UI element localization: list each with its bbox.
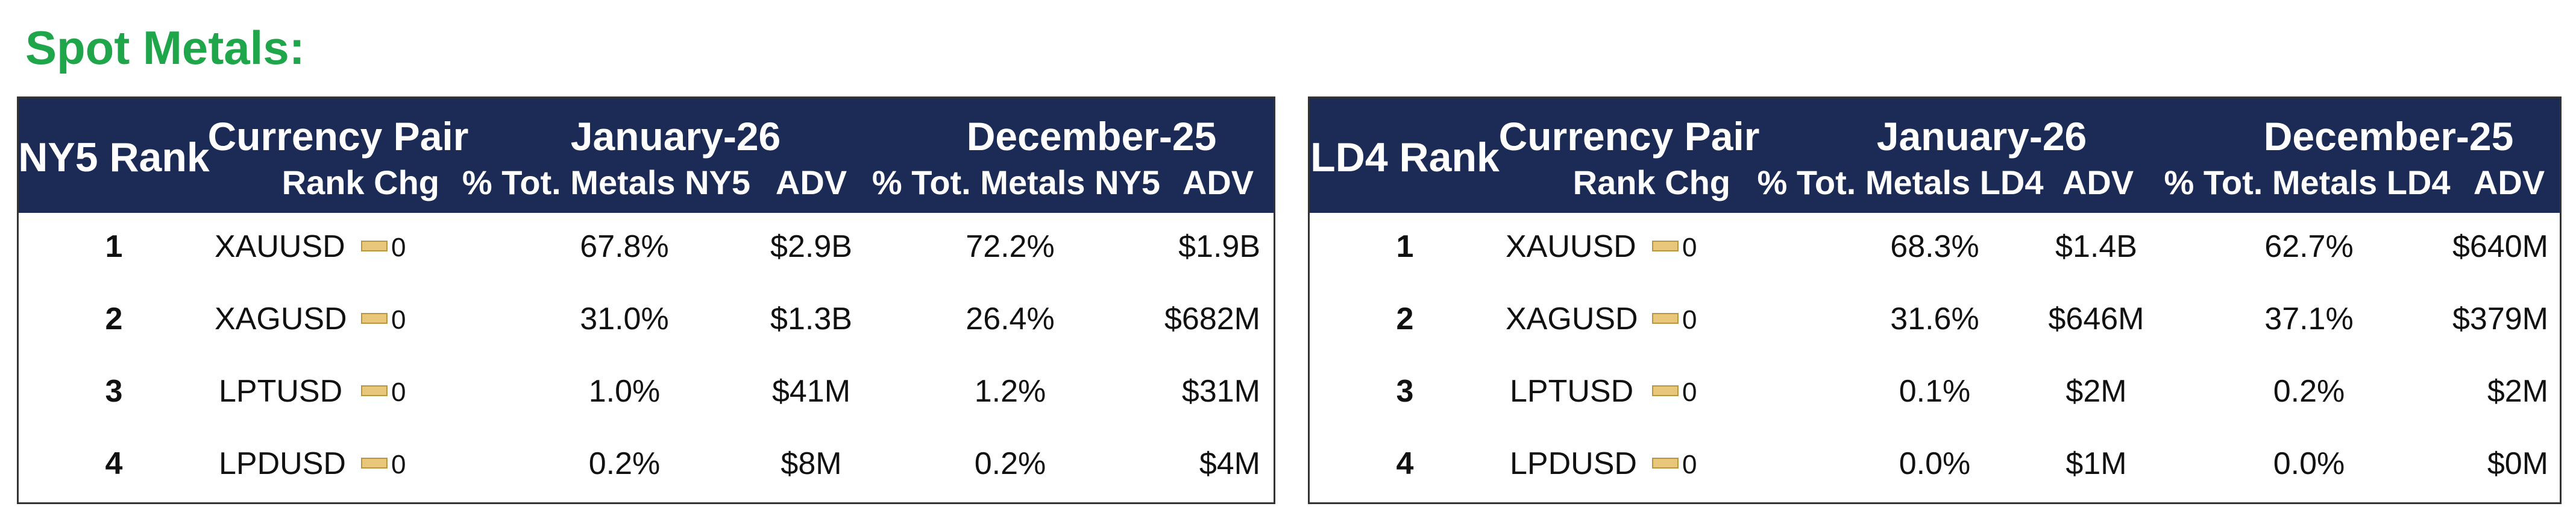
pair-cell: XAGUSD xyxy=(215,302,347,336)
rank-change-bar xyxy=(1652,241,1679,251)
pct-cell-month2: 72.2% xyxy=(966,229,1055,264)
month1-header: January-26 xyxy=(1876,114,2087,159)
pct-cell-month2: 26.4% xyxy=(966,302,1055,336)
adv-cell-month2: $379M xyxy=(2452,302,2548,336)
pct-header-month1: % Tot. Metals NY5 xyxy=(462,163,751,201)
pct-header-month2: % Tot. Metals LD4 xyxy=(2164,163,2451,201)
pair-cell: XAGUSD xyxy=(1506,302,1638,336)
rank-cell: 4 xyxy=(1396,446,1414,481)
rank-chg-cell: 0 xyxy=(391,450,406,479)
adv-header-month2: ADV xyxy=(1182,163,1254,201)
rank-change-bar xyxy=(361,241,388,251)
pct-cell-month1: 67.8% xyxy=(580,229,669,264)
table-row: 3 LPTUSD 0 1.0% $41M 1.2% $31M xyxy=(19,358,1274,430)
rank-change-bar xyxy=(1652,458,1679,469)
pair-cell: LPTUSD xyxy=(219,374,343,409)
rank-chg-header: Rank Chg xyxy=(281,163,439,201)
rank-change-bar xyxy=(1652,313,1679,324)
adv-cell-month2: $640M xyxy=(2452,229,2548,264)
table-row: 2 XAGUSD 0 31.6% $646M 37.1% $379M xyxy=(1310,285,2560,358)
rank-chg-cell: 0 xyxy=(391,305,406,335)
rank-cell: 2 xyxy=(105,302,123,336)
rank-header: NY5 Rank xyxy=(18,134,210,180)
table-row: 4 LPDUSD 0 0.2% $8M 0.2% $4M xyxy=(19,430,1274,502)
rank-header: LD4 Rank xyxy=(1310,134,1500,180)
table-row: 1 XAUUSD 0 68.3% $1.4B 62.7% $640M xyxy=(1310,213,2560,285)
rank-chg-cell: 0 xyxy=(1682,377,1697,407)
month2-header: December-25 xyxy=(966,114,1217,159)
table-header: NY5 Rank Currency Pair Rank Chg January-… xyxy=(18,98,1274,213)
table-row: 1 XAUUSD 0 67.8% $2.9B 72.2% $1.9B xyxy=(19,213,1274,285)
pct-cell-month2: 1.2% xyxy=(974,374,1046,409)
rank-cell: 1 xyxy=(1396,229,1414,264)
rank-cell: 2 xyxy=(1396,302,1414,336)
adv-cell-month1: $2M xyxy=(2066,374,2127,409)
adv-cell-month2: $1.9B xyxy=(1178,229,1260,264)
rank-change-bar xyxy=(361,313,388,324)
pair-cell: LPTUSD xyxy=(1510,374,1634,409)
adv-cell-month1: $41M xyxy=(771,374,851,409)
pct-cell-month1: 68.3% xyxy=(1890,229,1979,264)
rank-chg-cell: 0 xyxy=(391,377,406,407)
pair-cell: LPDUSD xyxy=(1510,446,1637,481)
pct-cell-month2: 62.7% xyxy=(2264,229,2354,264)
pct-cell-month2: 0.2% xyxy=(974,446,1046,481)
rank-change-bar xyxy=(1652,385,1679,396)
pair-cell: LPDUSD xyxy=(219,446,346,481)
adv-cell-month2: $682M xyxy=(1164,302,1260,336)
rank-chg-cell: 0 xyxy=(1682,233,1697,262)
pct-cell-month2: 0.0% xyxy=(2273,446,2345,481)
rank-chg-cell: 0 xyxy=(1682,450,1697,479)
rank-chg-cell: 0 xyxy=(1682,305,1697,335)
rank-change-bar xyxy=(361,385,388,396)
pct-header-month2: % Tot. Metals NY5 xyxy=(872,163,1161,201)
pair-cell: XAUUSD xyxy=(1506,229,1636,264)
adv-header-month1: ADV xyxy=(775,163,847,201)
adv-cell-month1: $646M xyxy=(2048,302,2144,336)
adv-cell-month2: $4M xyxy=(1199,446,1260,481)
currency-pair-header: Currency Pair xyxy=(207,114,469,159)
table-row: 4 LPDUSD 0 0.0% $1M 0.0% $0M xyxy=(1310,430,2560,502)
currency-pair-header: Currency Pair xyxy=(1498,114,1760,159)
rank-cell: 1 xyxy=(105,229,123,264)
month2-header: December-25 xyxy=(2263,114,2514,159)
pair-cell: XAUUSD xyxy=(215,229,345,264)
adv-cell-month1: $8M xyxy=(781,446,842,481)
adv-header-month2: ADV xyxy=(2473,163,2545,201)
rank-cell: 3 xyxy=(105,374,123,409)
page-title: Spot Metals: xyxy=(25,21,305,74)
table-header: LD4 Rank Currency Pair Rank Chg January-… xyxy=(1310,98,2560,213)
pct-cell-month1: 1.0% xyxy=(588,374,661,409)
pct-cell-month1: 31.0% xyxy=(580,302,669,336)
adv-cell-month1: $1.4B xyxy=(2055,229,2137,264)
adv-cell-month1: $2.9B xyxy=(770,229,852,264)
table-row: 2 XAGUSD 0 31.0% $1.3B 26.4% $682M xyxy=(19,285,1274,358)
adv-cell-month2: $31M xyxy=(1181,374,1260,409)
adv-header-month1: ADV xyxy=(2062,163,2134,201)
rank-chg-header: Rank Chg xyxy=(1572,163,1730,201)
adv-cell-month1: $1M xyxy=(2066,446,2127,481)
adv-cell-month1: $1.3B xyxy=(770,302,852,336)
pct-cell-month1: 0.0% xyxy=(1899,446,1971,481)
adv-cell-month2: $0M xyxy=(2487,446,2548,481)
adv-cell-month2: $2M xyxy=(2487,374,2548,409)
rank-chg-cell: 0 xyxy=(391,233,406,262)
rank-cell: 3 xyxy=(1396,374,1414,409)
ny5-table: NY5 Rank Currency Pair Rank Chg January-… xyxy=(17,96,1275,504)
rank-cell: 4 xyxy=(105,446,123,481)
pct-cell-month1: 31.6% xyxy=(1890,302,1979,336)
ld4-table: LD4 Rank Currency Pair Rank Chg January-… xyxy=(1308,96,2562,504)
table-row: 3 LPTUSD 0 0.1% $2M 0.2% $2M xyxy=(1310,358,2560,430)
pct-header-month1: % Tot. Metals LD4 xyxy=(1757,163,2044,201)
month1-header: January-26 xyxy=(570,114,781,159)
pct-cell-month2: 37.1% xyxy=(2264,302,2354,336)
rank-change-bar xyxy=(361,458,388,469)
pct-cell-month2: 0.2% xyxy=(2273,374,2345,409)
pct-cell-month1: 0.1% xyxy=(1899,374,1971,409)
pct-cell-month1: 0.2% xyxy=(588,446,661,481)
